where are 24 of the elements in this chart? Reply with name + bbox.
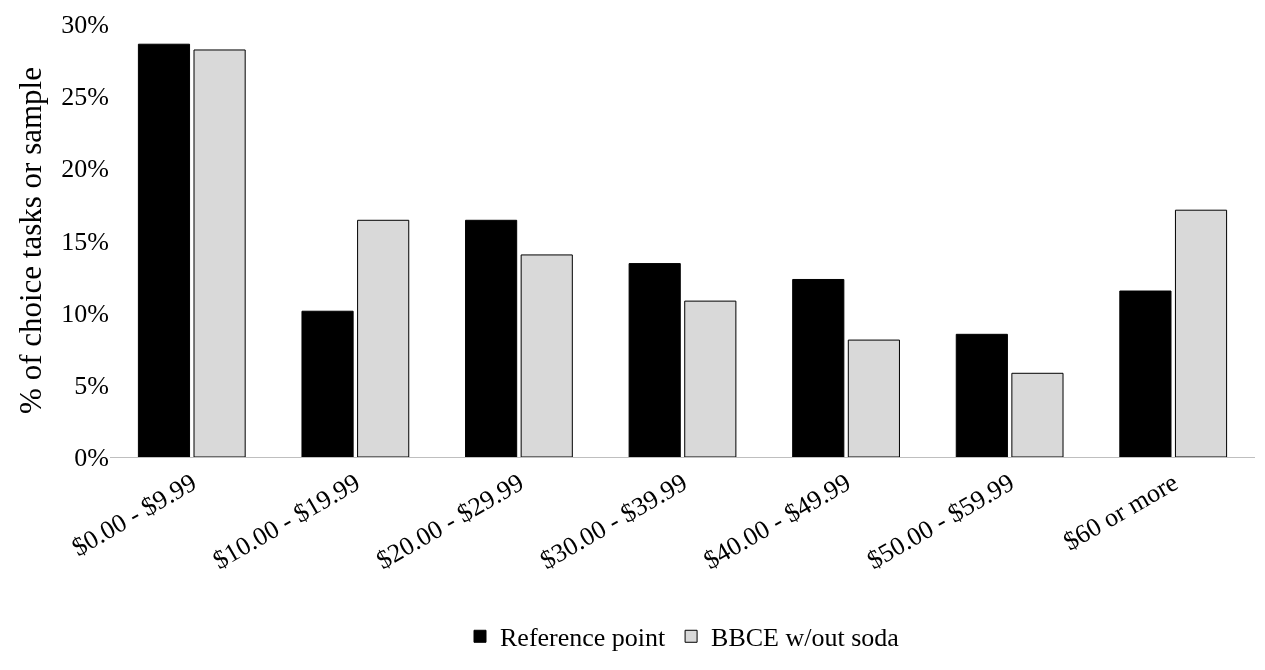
y-tick-label: 5%	[74, 370, 109, 400]
y-tick-label: 30%	[61, 10, 109, 40]
bar	[137, 43, 191, 457]
bar	[1119, 290, 1172, 457]
bar	[1011, 372, 1064, 457]
bar	[847, 339, 900, 457]
bar	[955, 333, 1008, 457]
y-tick-label: 10%	[61, 298, 109, 328]
bar	[465, 219, 518, 457]
y-tick-label: 20%	[61, 154, 109, 184]
y-axis-title: % of choice tasks or sample	[12, 67, 48, 414]
bar	[301, 310, 354, 457]
bar	[193, 49, 246, 457]
x-tick-label: $60 or more	[1058, 467, 1183, 557]
y-tick-label: 15%	[61, 226, 109, 256]
legend-label: Reference point	[500, 623, 667, 653]
bar	[628, 263, 681, 457]
y-tick-label: 25%	[61, 82, 109, 112]
bar	[792, 278, 845, 457]
bar	[357, 219, 410, 457]
bar	[520, 254, 573, 457]
bar	[1174, 209, 1228, 457]
legend-label: BBCE w/out soda	[711, 623, 900, 653]
bar	[684, 300, 737, 457]
